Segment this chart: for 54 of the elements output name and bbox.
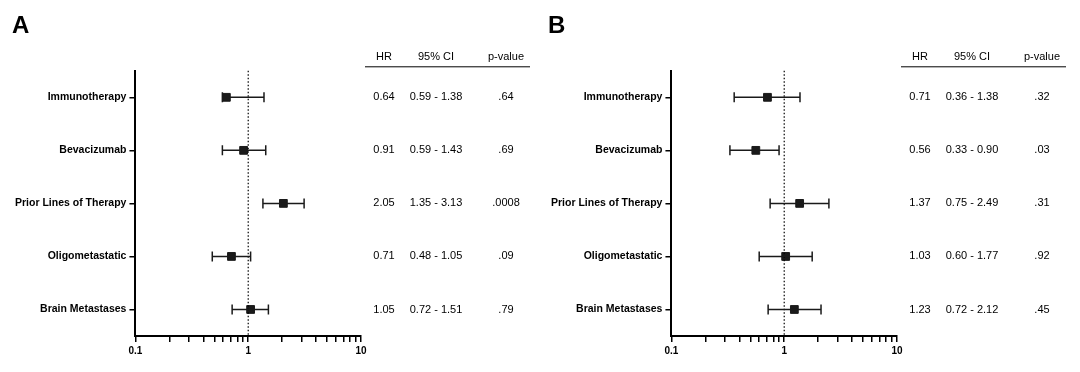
y-tick-label: Prior Lines of Therapy (550, 196, 663, 209)
x-tick-label: 0.1 (128, 344, 143, 356)
text: HR (912, 49, 928, 62)
text: 1.35 - 3.13 (409, 196, 463, 209)
data-label: 1.23 (909, 302, 931, 315)
text: 0.59 - 1.38 (409, 90, 463, 103)
text: .69 (498, 143, 514, 156)
text: .09 (498, 249, 514, 262)
text: HR (376, 49, 392, 62)
y-tick-label: Bevacizumab (59, 143, 127, 156)
x-tick-label: 10 (355, 344, 367, 356)
y-tick-label: Prior Lines of Therapy (14, 196, 127, 209)
y-tick-label: Oligometastatic (47, 249, 127, 262)
text: .31 (1034, 196, 1050, 209)
data-label: 1.03 (909, 249, 931, 262)
data-label: 0.56 (909, 143, 931, 156)
text: .64 (498, 90, 514, 103)
y-tick-label: Brain Metastases (40, 302, 127, 315)
text: .79 (498, 302, 514, 315)
data-label: 0.91 (373, 143, 395, 156)
text: 0.72 - 1.51 (409, 302, 463, 315)
text: 95% CI (417, 49, 455, 62)
y-tick-label: Brain Metastases (576, 302, 663, 315)
y-tick-label: Immunotherapy (47, 90, 127, 103)
text: p-value (1023, 49, 1061, 62)
data-label: 1.37 (909, 196, 931, 209)
text: .0008 (492, 196, 520, 209)
y-tick-label: Bevacizumab (595, 143, 663, 156)
x-tick-label: 0.1 (664, 344, 679, 356)
x-tick-label: 1 (245, 344, 252, 356)
data-label: 2.05 (373, 196, 395, 209)
text: .45 (1034, 302, 1050, 315)
text: .32 (1034, 90, 1050, 103)
text: 0.48 - 1.05 (409, 249, 463, 262)
text: p-value (487, 49, 525, 62)
chart-title: A (12, 11, 30, 39)
text: 0.75 - 2.49 (945, 196, 999, 209)
text: 0.60 - 1.77 (945, 249, 999, 262)
text: 0.59 - 1.43 (409, 143, 463, 156)
text: 0.72 - 2.12 (945, 302, 999, 315)
text: .03 (1034, 143, 1050, 156)
y-tick-label: Oligometastatic (583, 249, 663, 262)
x-tick-label: 1 (781, 344, 788, 356)
text: .92 (1034, 249, 1050, 262)
text: 95% CI (953, 49, 991, 62)
y-tick-label: Immunotherapy (583, 90, 663, 103)
data-label: 0.71 (373, 249, 395, 262)
chart-title: B (548, 11, 566, 39)
data-label: 1.05 (373, 302, 395, 315)
text: 0.33 - 0.90 (945, 143, 999, 156)
x-tick-label: 10 (891, 344, 903, 356)
data-label: 0.64 (373, 90, 395, 103)
data-label: 0.71 (909, 90, 931, 103)
text: 0.36 - 1.38 (945, 90, 999, 103)
